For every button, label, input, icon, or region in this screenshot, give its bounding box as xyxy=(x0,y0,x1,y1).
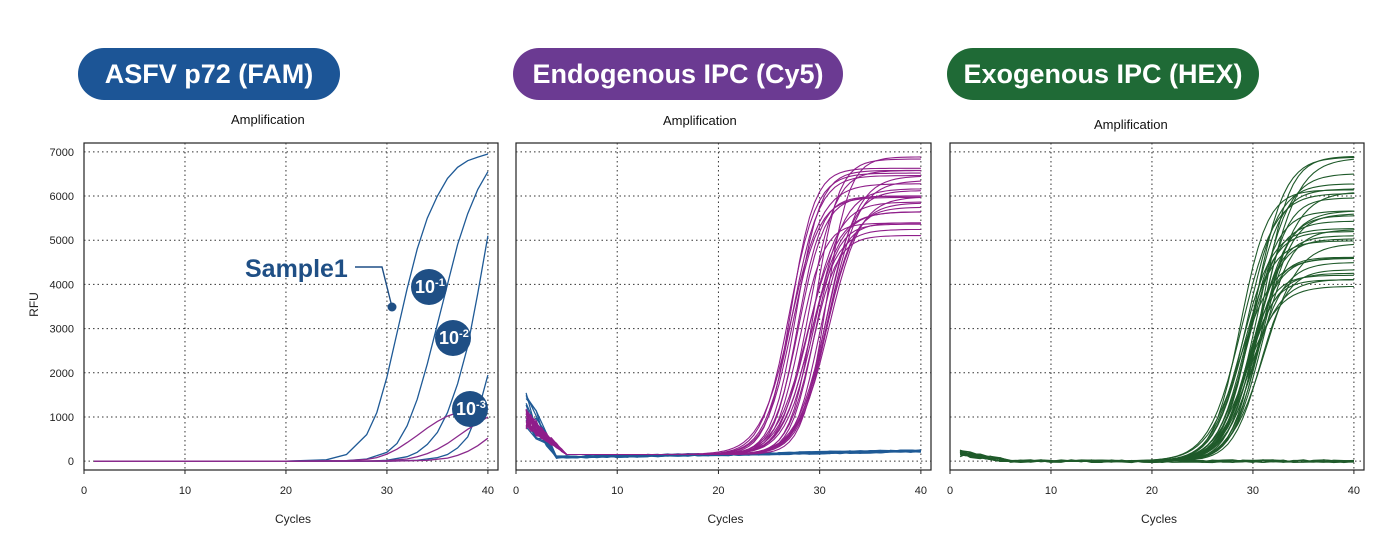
dilution-badge xyxy=(435,320,471,356)
cy5-badge-label: Endogenous IPC (Cy5) xyxy=(532,58,824,89)
plot-frame xyxy=(83,142,499,471)
dilution-badge xyxy=(452,391,488,427)
amplification-curve xyxy=(525,175,921,456)
y-tick-label: 1000 xyxy=(50,412,74,424)
amplification-curve xyxy=(960,213,1354,462)
x-tick-label: 40 xyxy=(482,485,494,497)
x-tick-label: 20 xyxy=(712,485,724,497)
x-tick-label: 10 xyxy=(179,485,191,497)
x-axis-label: Cycles xyxy=(707,512,743,526)
x-tick-label: 40 xyxy=(915,485,927,497)
sample1-leader xyxy=(355,266,393,308)
x-tick-label: 0 xyxy=(81,485,87,497)
y-tick-label: 2000 xyxy=(50,368,74,380)
dilution-label: 10-1 xyxy=(415,277,445,297)
x-tick-label: 30 xyxy=(381,485,393,497)
x-tick-label: 10 xyxy=(1045,485,1057,497)
series-group xyxy=(959,155,1354,464)
annotations: Sample1 10-1 10-2 10-3 xyxy=(245,255,488,427)
y-tick-label: 0 xyxy=(68,456,74,468)
x-axis-label: Cycles xyxy=(1141,512,1177,526)
dilution-badge xyxy=(411,269,447,305)
hex-badge: Exogenous IPC (HEX) xyxy=(947,48,1259,100)
x-tick-label: 20 xyxy=(1146,485,1158,497)
fam-badge-label: ASFV p72 (FAM) xyxy=(104,58,314,89)
x-tick-label: 20 xyxy=(280,485,292,497)
dilution-label: 10-3 xyxy=(456,399,486,419)
chart-2: 0 10 20 30 40 Cycles xyxy=(513,142,932,526)
cy5-badge: Endogenous IPC (Cy5) xyxy=(513,48,843,100)
hex-badge-label: Exogenous IPC (HEX) xyxy=(963,58,1243,89)
sample1-label: Sample1 xyxy=(245,255,348,283)
series-line xyxy=(94,437,489,462)
x-axis-label: Cycles xyxy=(275,512,311,526)
x-tick-label: 40 xyxy=(1348,485,1360,497)
y-tick-label: 3000 xyxy=(50,324,74,336)
x-tick-label: 30 xyxy=(1247,485,1259,497)
chart-2-title: Amplification xyxy=(663,113,737,128)
y-tick-label: 5000 xyxy=(50,235,74,247)
y-tick-label: 7000 xyxy=(50,147,74,159)
plot-frame xyxy=(949,142,1365,471)
chart-3: 0 10 20 30 40 Cycles xyxy=(947,142,1365,526)
x-tick-label: 30 xyxy=(814,485,826,497)
y-tick-label: 4000 xyxy=(50,279,74,291)
y-axis-label: RFU xyxy=(27,292,41,317)
fam-badge: ASFV p72 (FAM) xyxy=(78,48,340,100)
sample1-marker xyxy=(387,302,397,312)
chart-3-title: Amplification xyxy=(1094,117,1168,132)
series-group xyxy=(525,156,922,459)
x-tick-label: 0 xyxy=(513,485,519,497)
plot-frame xyxy=(515,142,932,471)
dilution-label: 10-2 xyxy=(439,328,469,348)
x-tick-label: 10 xyxy=(611,485,623,497)
x-tick-label: 0 xyxy=(947,485,953,497)
y-tick-label: 6000 xyxy=(50,191,74,203)
chart-1-title: Amplification xyxy=(231,112,305,127)
chart-1: 0 10 20 30 40 0 1000 2000 3000 4000 5000 6000 7000 Cy… xyxy=(27,142,499,526)
